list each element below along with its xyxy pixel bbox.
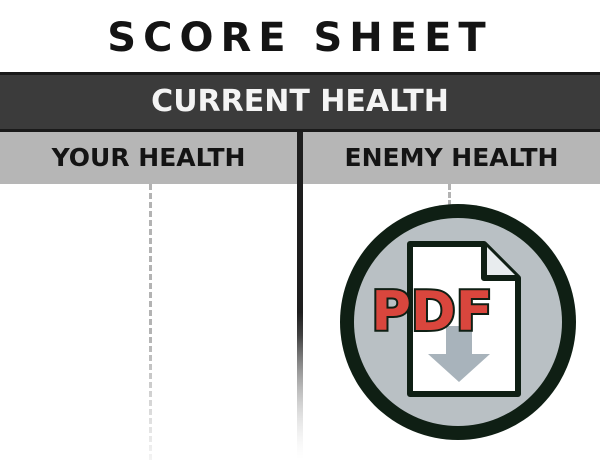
download-arrow-icon: [428, 326, 490, 382]
section-header-label: CURRENT HEALTH: [151, 84, 449, 119]
section-header: CURRENT HEALTH: [0, 72, 600, 132]
column-header-label: YOUR HEALTH: [51, 143, 246, 172]
document-fold-icon: [481, 244, 518, 281]
pdf-download-icon[interactable]: PDF: [334, 198, 582, 446]
column-header-your-health: YOUR HEALTH: [0, 132, 297, 184]
dashed-guide-left: [149, 184, 152, 460]
pdf-label: PDF: [371, 280, 492, 343]
column-header-label: ENEMY HEALTH: [344, 143, 559, 172]
page-title: SCORE SHEET: [107, 15, 493, 61]
column-divider: [297, 132, 303, 460]
column-header-enemy-health: ENEMY HEALTH: [303, 132, 600, 184]
